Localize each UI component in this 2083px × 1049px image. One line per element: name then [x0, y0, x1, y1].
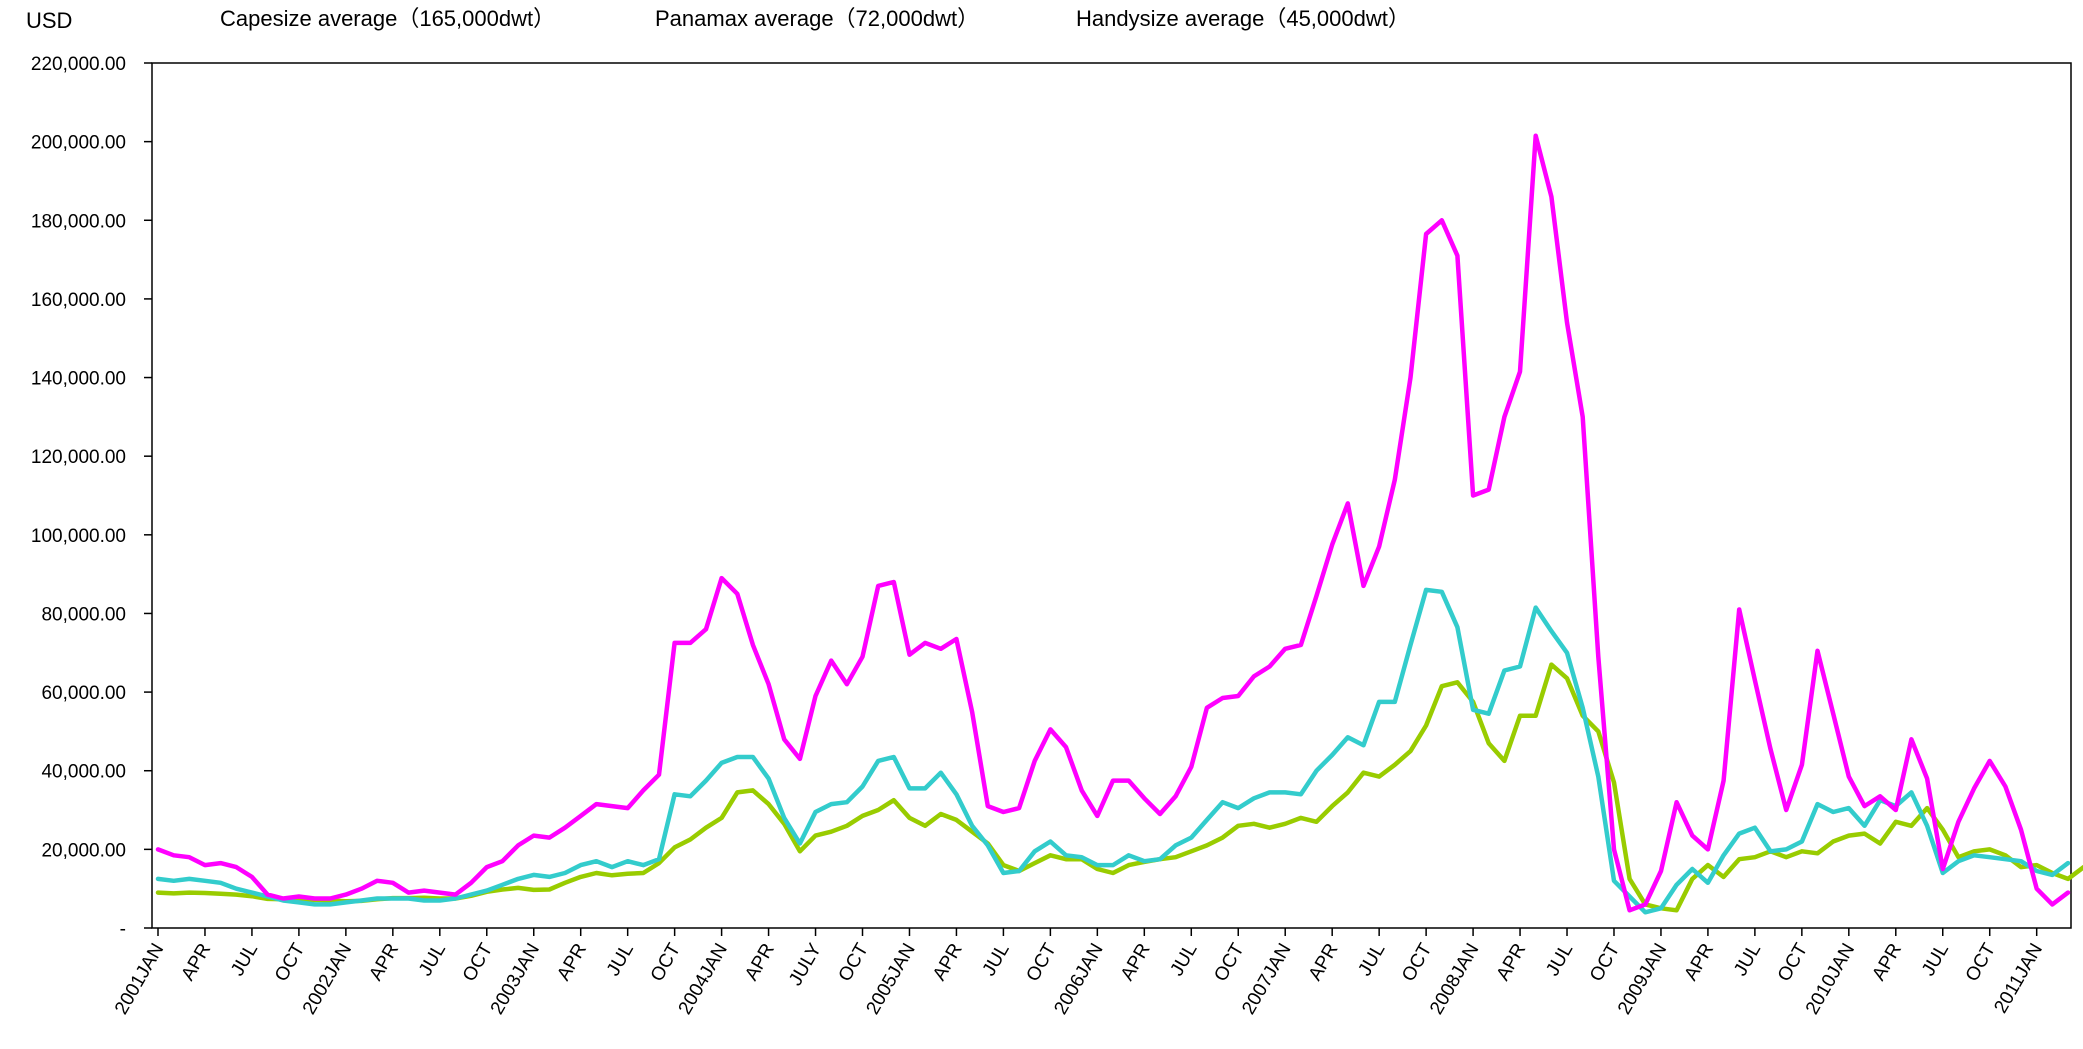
x-tick-label: JUL: [1167, 940, 1202, 980]
x-tick-label: JUL: [603, 940, 638, 980]
y-tick-label: 140,000.00: [31, 369, 126, 390]
x-tick-label: APR: [929, 940, 967, 984]
legend-entry-panamax: Panamax average（72,000dwt）: [655, 6, 979, 31]
y-tick-label: 120,000.00: [31, 447, 126, 468]
y-tick-label: 60,000.00: [41, 683, 126, 704]
y-tick-label: 160,000.00: [31, 290, 126, 311]
x-tick-label: APR: [741, 940, 779, 984]
x-tick-label: OCT: [835, 940, 873, 986]
x-tick-label: JUL: [415, 940, 450, 980]
y-axis-ticks: - 20,000.00 40,000.00 60,000.00 80,000.00 100…: [31, 54, 152, 940]
y-tick-label: 100,000.00: [31, 526, 126, 547]
x-tick-label: APR: [1681, 940, 1719, 984]
x-tick-label: OCT: [459, 940, 497, 986]
x-tick-label: OCT: [1774, 940, 1812, 986]
series-line-capesize: [155, 133, 2071, 913]
x-tick-label: JULY: [785, 940, 826, 990]
plot-area-frame: [151, 62, 2072, 929]
x-tick-label: APR: [1305, 940, 1343, 984]
y-tick-label: 80,000.00: [41, 604, 126, 625]
x-tick-label: JUL: [979, 940, 1014, 980]
y-tick-label: 180,000.00: [31, 211, 126, 232]
x-tick-label: JUL: [1542, 940, 1577, 980]
x-tick-label: OCT: [1586, 940, 1624, 986]
x-tick-label: APR: [178, 940, 216, 984]
y-tick-label: 220,000.00: [31, 54, 126, 75]
x-tick-label: OCT: [1210, 940, 1248, 986]
x-tick-label: JUL: [227, 940, 262, 980]
x-tick-label: APR: [553, 940, 591, 984]
y-tick-label: 200,000.00: [31, 133, 126, 154]
x-tick-label: OCT: [1962, 940, 2000, 986]
x-tick-label: APR: [1868, 940, 1906, 984]
legend: Capesize average（165,000dwt） Panamax ave…: [220, 6, 1410, 31]
y-tick-label: -: [120, 919, 126, 940]
y-axis-unit-label: USD: [26, 8, 72, 33]
x-tick-label: APR: [1117, 940, 1155, 984]
x-tick-label: APR: [1493, 940, 1531, 984]
x-tick-label: OCT: [647, 940, 685, 986]
x-tick-label: JUL: [1730, 940, 1765, 980]
x-tick-label: JUL: [1918, 940, 1953, 980]
series-line-panamax: [155, 587, 2071, 915]
legend-entry-capesize: Capesize average（165,000dwt）: [220, 6, 555, 31]
legend-entry-handysize: Handysize average（45,000dwt）: [1076, 6, 1410, 31]
x-tick-label: OCT: [1398, 940, 1436, 986]
y-tick-label: 20,000.00: [41, 840, 126, 861]
x-tick-label: APR: [365, 940, 403, 984]
x-tick-label: OCT: [271, 940, 309, 986]
x-tick-label: 2001JAN: [111, 940, 168, 1018]
x-tick-label: JUL: [1354, 940, 1389, 980]
x-tick-label: OCT: [1022, 940, 1060, 986]
series-lines: [155, 133, 2083, 915]
y-tick-label: 40,000.00: [41, 762, 126, 783]
